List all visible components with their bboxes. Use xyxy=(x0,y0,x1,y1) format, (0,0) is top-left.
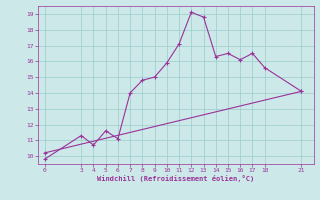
X-axis label: Windchill (Refroidissement éolien,°C): Windchill (Refroidissement éolien,°C) xyxy=(97,175,255,182)
